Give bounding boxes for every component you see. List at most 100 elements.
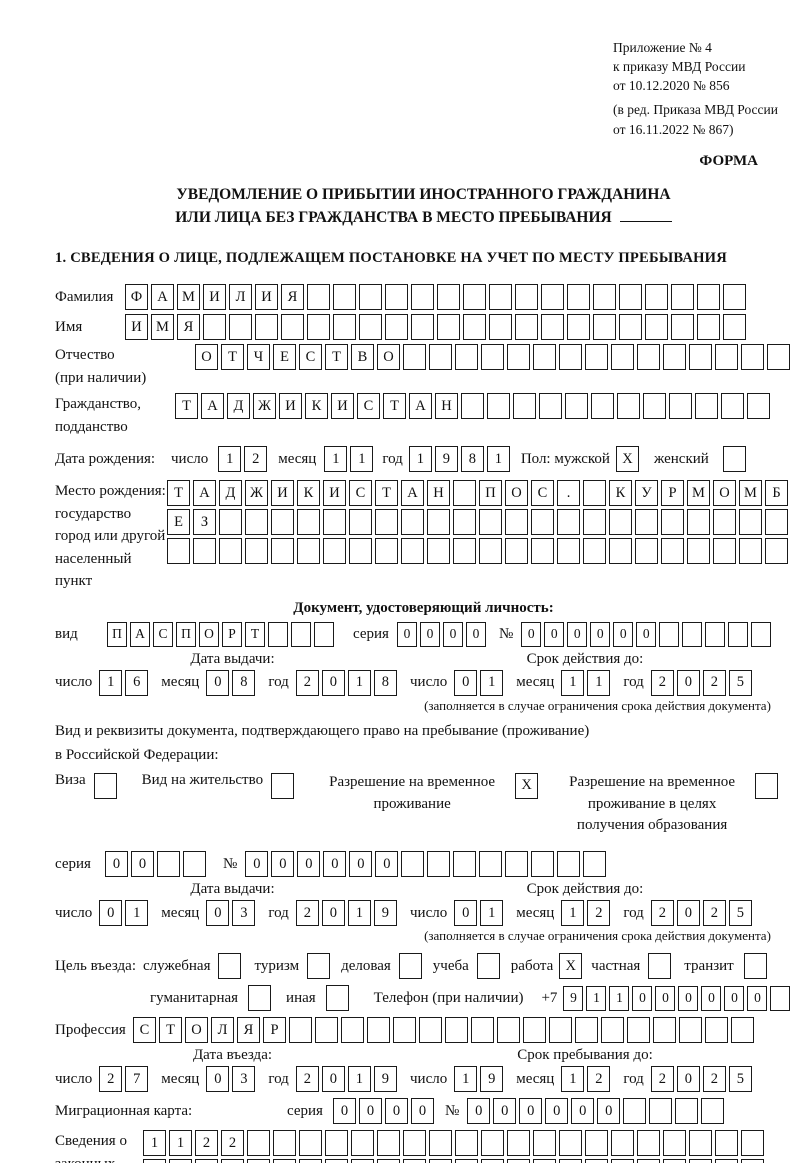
char-cell[interactable] xyxy=(377,1159,400,1163)
char-cell[interactable] xyxy=(245,509,268,536)
char-cell[interactable] xyxy=(487,393,510,420)
char-cell[interactable] xyxy=(635,538,658,565)
char-cell[interactable] xyxy=(715,344,738,371)
char-cell[interactable] xyxy=(531,851,555,878)
char-cell[interactable]: 6 xyxy=(125,669,149,696)
char-cell[interactable]: 2 xyxy=(650,900,674,927)
char-cell[interactable]: И xyxy=(331,393,354,420)
char-cell[interactable] xyxy=(723,314,746,341)
char-cell[interactable]: 2 xyxy=(702,1066,726,1093)
char-cell[interactable] xyxy=(659,621,680,647)
char-cell[interactable] xyxy=(715,1130,738,1157)
char-cell[interactable]: 1 xyxy=(347,1066,371,1093)
char-cell[interactable] xyxy=(653,1017,676,1044)
char-cell[interactable]: 0 xyxy=(632,985,653,1011)
char-cell[interactable] xyxy=(297,509,320,536)
char-cell[interactable]: М xyxy=(177,284,200,311)
char-cell[interactable]: 2 xyxy=(702,669,726,696)
char-cell[interactable]: 1 xyxy=(586,985,607,1011)
char-cell[interactable]: 0 xyxy=(676,1066,700,1093)
char-cell[interactable] xyxy=(307,314,330,341)
char-cell[interactable]: 9 xyxy=(434,446,458,473)
char-cell[interactable]: Т xyxy=(167,480,190,507)
char-cell[interactable] xyxy=(507,1159,530,1163)
char-cell[interactable]: С xyxy=(357,393,380,420)
char-cell[interactable]: 0 xyxy=(332,1098,356,1125)
char-cell[interactable] xyxy=(183,851,206,878)
char-cell[interactable] xyxy=(541,314,564,341)
char-cell[interactable] xyxy=(437,284,460,311)
char-cell[interactable]: А xyxy=(130,621,150,647)
char-cell[interactable]: М xyxy=(687,480,710,507)
char-cell[interactable] xyxy=(219,538,242,565)
char-cell[interactable]: 3 xyxy=(232,900,256,927)
char-cell[interactable] xyxy=(663,1159,686,1163)
char-cell[interactable]: 8 xyxy=(232,669,256,696)
char-cell[interactable]: А xyxy=(409,393,432,420)
char-cell[interactable]: 1 xyxy=(486,446,510,473)
char-cell[interactable] xyxy=(445,1017,468,1044)
char-cell[interactable]: 0 xyxy=(701,985,722,1011)
representatives-input-row2[interactable] xyxy=(143,1159,767,1163)
char-cell[interactable]: И xyxy=(279,393,302,420)
char-cell[interactable] xyxy=(741,344,764,371)
sex-female-checkbox[interactable] xyxy=(722,446,749,473)
char-cell[interactable] xyxy=(507,344,530,371)
char-cell[interactable]: С xyxy=(299,344,322,371)
char-cell[interactable] xyxy=(411,284,434,311)
char-cell[interactable] xyxy=(325,1130,348,1157)
char-cell[interactable]: 0 xyxy=(519,1098,543,1125)
char-cell[interactable] xyxy=(645,314,668,341)
char-cell[interactable] xyxy=(481,1130,504,1157)
purpose-tourism-checkbox[interactable] xyxy=(307,953,333,980)
char-cell[interactable]: X xyxy=(515,772,539,799)
char-cell[interactable]: 0 xyxy=(454,669,478,696)
char-cell[interactable]: 9 xyxy=(373,900,397,927)
char-cell[interactable]: Ж xyxy=(245,480,268,507)
char-cell[interactable] xyxy=(93,772,117,799)
char-cell[interactable] xyxy=(617,393,640,420)
char-cell[interactable]: 0 xyxy=(206,1066,230,1093)
char-cell[interactable] xyxy=(747,393,770,420)
char-cell[interactable] xyxy=(601,1017,624,1044)
char-cell[interactable] xyxy=(385,314,408,341)
char-cell[interactable]: Т xyxy=(221,344,244,371)
char-cell[interactable] xyxy=(419,1017,442,1044)
char-cell[interactable] xyxy=(273,1159,296,1163)
char-cell[interactable] xyxy=(661,538,684,565)
char-cell[interactable]: И xyxy=(125,314,148,341)
char-cell[interactable] xyxy=(611,344,634,371)
char-cell[interactable] xyxy=(523,1017,546,1044)
birth-place-input-row3[interactable] xyxy=(167,538,791,565)
char-cell[interactable] xyxy=(731,1017,754,1044)
char-cell[interactable] xyxy=(219,509,242,536)
char-cell[interactable] xyxy=(481,344,504,371)
char-cell[interactable]: Н xyxy=(435,393,458,420)
char-cell[interactable] xyxy=(701,1098,725,1125)
char-cell[interactable] xyxy=(713,538,736,565)
char-cell[interactable] xyxy=(315,1017,338,1044)
char-cell[interactable]: 8 xyxy=(460,446,484,473)
char-cell[interactable]: Е xyxy=(273,344,296,371)
char-cell[interactable] xyxy=(575,1017,598,1044)
char-cell[interactable]: 1 xyxy=(408,446,432,473)
char-cell[interactable]: 5 xyxy=(728,1066,752,1093)
char-cell[interactable] xyxy=(679,1017,702,1044)
char-cell[interactable]: 2 xyxy=(702,900,726,927)
char-cell[interactable] xyxy=(743,953,767,980)
char-cell[interactable] xyxy=(427,538,450,565)
char-cell[interactable] xyxy=(671,314,694,341)
char-cell[interactable] xyxy=(722,446,746,473)
char-cell[interactable]: Н xyxy=(427,480,450,507)
temp-residence-checkbox[interactable]: X xyxy=(515,772,541,799)
char-cell[interactable] xyxy=(385,284,408,311)
char-cell[interactable]: Я xyxy=(281,284,304,311)
char-cell[interactable]: 2 xyxy=(295,669,319,696)
char-cell[interactable]: 0 xyxy=(676,900,700,927)
char-cell[interactable] xyxy=(429,1130,452,1157)
